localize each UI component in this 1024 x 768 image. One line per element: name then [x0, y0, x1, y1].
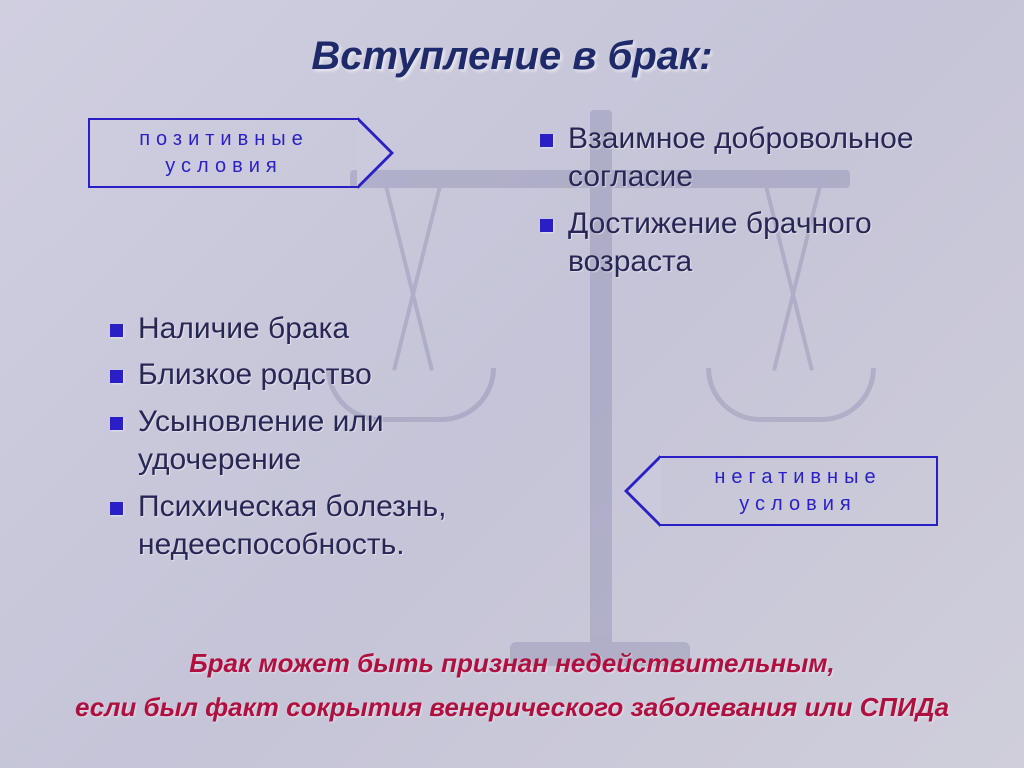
- list-item: Достижение брачного возраста: [540, 205, 980, 282]
- slide-title: Вступление в брак:: [0, 34, 1024, 79]
- list-item: Усыновление или удочерение: [110, 403, 530, 480]
- negative-line2: условия: [714, 491, 881, 518]
- positive-line1: позитивные: [139, 126, 309, 153]
- negative-conditions-list: Наличие брака Близкое родство Усыновлени…: [110, 310, 530, 572]
- list-item: Близкое родство: [110, 356, 530, 394]
- positive-conditions-list: Взаимное добровольное согласие Достижени…: [540, 120, 980, 290]
- negative-conditions-callout: негативные условия: [660, 456, 938, 526]
- positive-conditions-callout: позитивные условия: [88, 118, 358, 188]
- list-item: Психическая болезнь, недееспособность.: [110, 488, 530, 565]
- list-item: Взаимное добровольное согласие: [540, 120, 980, 197]
- footer-line-2: если был факт сокрытия венерического заб…: [0, 692, 1024, 723]
- positive-line2: условия: [139, 153, 309, 180]
- footer-line-1: Брак может быть признан недействительным…: [0, 648, 1024, 679]
- negative-line1: негативные: [714, 464, 881, 491]
- list-item: Наличие брака: [110, 310, 530, 348]
